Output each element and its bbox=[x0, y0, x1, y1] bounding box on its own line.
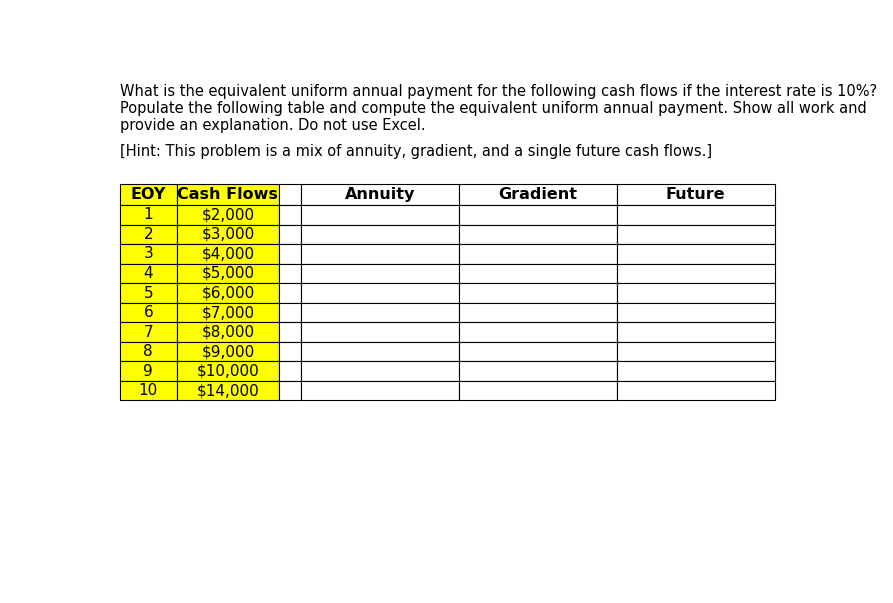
Bar bbox=[280, 244, 301, 264]
Text: $9,000: $9,000 bbox=[201, 344, 255, 359]
Bar bbox=[177, 184, 280, 205]
Bar bbox=[120, 342, 177, 361]
Bar bbox=[459, 244, 617, 264]
Bar bbox=[280, 380, 301, 400]
Text: 5: 5 bbox=[144, 285, 153, 300]
Bar bbox=[459, 205, 617, 225]
Bar bbox=[617, 380, 774, 400]
Text: Future: Future bbox=[666, 187, 725, 202]
Text: $14,000: $14,000 bbox=[196, 383, 259, 398]
Text: $8,000: $8,000 bbox=[201, 324, 255, 339]
Text: What is the equivalent uniform annual payment for the following cash flows if th: What is the equivalent uniform annual pa… bbox=[120, 84, 877, 99]
Bar bbox=[177, 283, 280, 303]
Bar bbox=[177, 342, 280, 361]
Bar bbox=[617, 342, 774, 361]
Text: EOY: EOY bbox=[130, 187, 166, 202]
Bar bbox=[177, 225, 280, 244]
Text: $2,000: $2,000 bbox=[201, 207, 255, 223]
Bar bbox=[301, 205, 459, 225]
Text: 3: 3 bbox=[144, 247, 154, 262]
Bar bbox=[177, 264, 280, 283]
Text: Gradient: Gradient bbox=[498, 187, 578, 202]
Bar bbox=[617, 225, 774, 244]
Bar bbox=[301, 244, 459, 264]
Bar bbox=[301, 264, 459, 283]
Text: provide an explanation. Do not use Excel.: provide an explanation. Do not use Excel… bbox=[120, 118, 426, 133]
Text: [Hint: This problem is a mix of annuity, gradient, and a single future cash flow: [Hint: This problem is a mix of annuity,… bbox=[120, 144, 712, 159]
Text: 8: 8 bbox=[144, 344, 153, 359]
Text: 7: 7 bbox=[144, 324, 153, 339]
Text: 4: 4 bbox=[144, 266, 153, 281]
Bar bbox=[280, 225, 301, 244]
Bar bbox=[177, 380, 280, 400]
Bar bbox=[459, 283, 617, 303]
Text: 2: 2 bbox=[144, 227, 153, 242]
Bar bbox=[617, 283, 774, 303]
Text: 9: 9 bbox=[144, 364, 154, 379]
Bar bbox=[177, 303, 280, 322]
Bar bbox=[177, 244, 280, 264]
Bar bbox=[120, 244, 177, 264]
Bar bbox=[617, 303, 774, 322]
Bar bbox=[120, 361, 177, 380]
Bar bbox=[120, 225, 177, 244]
Bar bbox=[280, 303, 301, 322]
Bar bbox=[459, 322, 617, 342]
Text: Annuity: Annuity bbox=[345, 187, 415, 202]
Bar bbox=[280, 205, 301, 225]
Bar bbox=[617, 184, 774, 205]
Bar bbox=[301, 342, 459, 361]
Bar bbox=[617, 361, 774, 380]
Bar bbox=[120, 380, 177, 400]
Bar bbox=[617, 322, 774, 342]
Text: $10,000: $10,000 bbox=[196, 364, 259, 379]
Bar bbox=[301, 225, 459, 244]
Text: $5,000: $5,000 bbox=[201, 266, 255, 281]
Bar bbox=[280, 361, 301, 380]
Text: 6: 6 bbox=[144, 305, 154, 320]
Text: Cash Flows: Cash Flows bbox=[178, 187, 279, 202]
Bar bbox=[120, 264, 177, 283]
Bar bbox=[177, 361, 280, 380]
Bar bbox=[459, 361, 617, 380]
Bar bbox=[301, 283, 459, 303]
Text: Populate the following table and compute the equivalent uniform annual payment. : Populate the following table and compute… bbox=[120, 101, 867, 116]
Bar bbox=[280, 264, 301, 283]
Text: $4,000: $4,000 bbox=[201, 247, 255, 262]
Text: $6,000: $6,000 bbox=[201, 285, 255, 300]
Text: 1: 1 bbox=[144, 207, 153, 223]
Text: $3,000: $3,000 bbox=[201, 227, 255, 242]
Bar bbox=[617, 244, 774, 264]
Bar bbox=[280, 342, 301, 361]
Bar bbox=[459, 184, 617, 205]
Text: 10: 10 bbox=[138, 383, 158, 398]
Bar bbox=[280, 283, 301, 303]
Bar bbox=[301, 184, 459, 205]
Bar bbox=[301, 322, 459, 342]
Bar bbox=[459, 303, 617, 322]
Bar bbox=[459, 380, 617, 400]
Bar bbox=[617, 264, 774, 283]
Bar bbox=[120, 283, 177, 303]
Bar bbox=[301, 380, 459, 400]
Bar bbox=[177, 322, 280, 342]
Bar bbox=[301, 361, 459, 380]
Bar bbox=[459, 264, 617, 283]
Bar bbox=[301, 303, 459, 322]
Text: $7,000: $7,000 bbox=[201, 305, 255, 320]
Bar bbox=[280, 184, 301, 205]
Bar bbox=[177, 205, 280, 225]
Bar bbox=[120, 303, 177, 322]
Bar bbox=[459, 342, 617, 361]
Bar bbox=[617, 205, 774, 225]
Bar bbox=[120, 205, 177, 225]
Bar bbox=[120, 184, 177, 205]
Bar bbox=[459, 225, 617, 244]
Bar bbox=[120, 322, 177, 342]
Bar bbox=[280, 322, 301, 342]
